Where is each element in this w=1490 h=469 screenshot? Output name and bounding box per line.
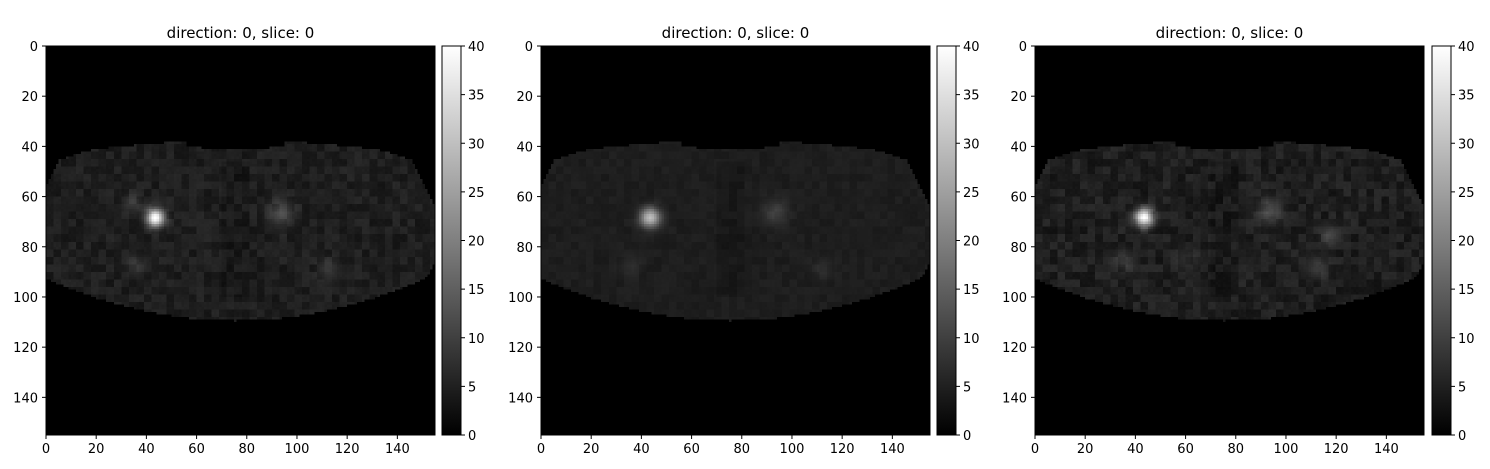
colorbar-tick-label: 35: [468, 89, 485, 104]
colorbar-tick-label: 5: [468, 380, 476, 395]
y-tick-label: 80: [21, 241, 38, 256]
x-tick-label: 20: [1077, 442, 1094, 457]
y-tick-label: 20: [516, 90, 533, 105]
colorbar-tick-label: 40: [468, 40, 485, 55]
y-tick-label: 140: [13, 391, 38, 406]
y-tick-label: 60: [516, 191, 533, 206]
image-heatmap: [541, 46, 930, 435]
colorbar-tick-label: 10: [468, 332, 485, 347]
x-tick-label: 80: [1228, 442, 1245, 457]
colorbar-tick-label: 40: [1458, 40, 1475, 55]
y-tick-label: 60: [1010, 191, 1027, 206]
y-tick-label: 100: [13, 291, 38, 306]
colorbar: [1431, 45, 1452, 436]
y-tick-label: 60: [21, 191, 38, 206]
x-tick-label: 140: [385, 442, 410, 457]
x-tick-label: 80: [239, 442, 256, 457]
x-tick-label: 0: [1031, 442, 1039, 457]
x-tick-label: 40: [633, 442, 650, 457]
y-tick-label: 0: [30, 40, 38, 55]
x-tick-label: 40: [1127, 442, 1144, 457]
x-tick-label: 140: [1374, 442, 1399, 457]
x-tick-label: 60: [188, 442, 205, 457]
colorbar-tick-label: 30: [1458, 137, 1475, 152]
y-tick-label: 80: [516, 241, 533, 256]
y-tick-label: 120: [1002, 341, 1027, 356]
x-tick-label: 120: [830, 442, 855, 457]
x-tick-label: 140: [880, 442, 905, 457]
colorbar-tick-label: 10: [1458, 332, 1475, 347]
colorbar-tick-label: 30: [468, 137, 485, 152]
colorbar-tick-label: 20: [963, 235, 980, 250]
colorbar-tick-label: 0: [468, 429, 476, 444]
image-axes-frame: [45, 45, 436, 436]
y-tick-label: 40: [516, 140, 533, 155]
colorbar-tick-label: 10: [963, 332, 980, 347]
colorbar-tick-label: 5: [1458, 380, 1466, 395]
colorbar-tick-label: 30: [963, 137, 980, 152]
image-axes-frame: [540, 45, 931, 436]
colorbar: [936, 45, 957, 436]
y-tick-label: 20: [21, 90, 38, 105]
image-heatmap: [1035, 46, 1424, 435]
x-tick-label: 100: [780, 442, 805, 457]
y-tick-label: 0: [525, 40, 533, 55]
y-tick-label: 120: [13, 341, 38, 356]
colorbar-tick-label: 40: [963, 40, 980, 55]
panel-1: direction: 0, slice: 00 20 40 60 80 100 120 140…: [13, 24, 484, 457]
colorbar-tick-label: 25: [963, 186, 980, 201]
colorbar-tick-label: 35: [963, 89, 980, 104]
y-tick-label: 80: [1010, 241, 1027, 256]
panel-title: direction: 0, slice: 0: [167, 24, 315, 42]
x-tick-label: 120: [1324, 442, 1349, 457]
y-tick-label: 20: [1010, 90, 1027, 105]
colorbar-tick-label: 25: [468, 186, 485, 201]
image-axes-frame: [1034, 45, 1425, 436]
panel-3: direction: 0, slice: 00 20 40 60 80 100 120 140…: [1002, 24, 1474, 457]
x-tick-label: 20: [583, 442, 600, 457]
x-tick-label: 40: [138, 442, 155, 457]
colorbar-tick-label: 5: [963, 380, 971, 395]
colorbar-tick-label: 25: [1458, 186, 1475, 201]
colorbar-tick-label: 15: [1458, 283, 1475, 298]
x-tick-label: 60: [683, 442, 700, 457]
y-tick-label: 100: [508, 291, 533, 306]
y-tick-label: 140: [1002, 391, 1027, 406]
x-tick-label: 60: [1177, 442, 1194, 457]
y-tick-label: 0: [1019, 40, 1027, 55]
y-tick-label: 40: [1010, 140, 1027, 155]
x-tick-label: 120: [335, 442, 360, 457]
panel-title: direction: 0, slice: 0: [1156, 24, 1304, 42]
panel-title: direction: 0, slice: 0: [662, 24, 810, 42]
panel-2: direction: 0, slice: 00 20 40 60 80 100 120 140…: [508, 24, 979, 457]
colorbar: [441, 45, 462, 436]
x-tick-label: 0: [537, 442, 545, 457]
x-tick-label: 80: [734, 442, 751, 457]
colorbar-tick-label: 15: [963, 283, 980, 298]
x-tick-label: 0: [42, 442, 50, 457]
colorbar-tick-label: 20: [1458, 235, 1475, 250]
y-tick-label: 100: [1002, 291, 1027, 306]
y-tick-label: 40: [21, 140, 38, 155]
x-tick-label: 20: [88, 442, 105, 457]
colorbar-tick-label: 20: [468, 235, 485, 250]
colorbar-tick-label: 0: [1458, 429, 1466, 444]
x-tick-label: 100: [1274, 442, 1299, 457]
colorbar-tick-label: 15: [468, 283, 485, 298]
colorbar-tick-label: 35: [1458, 89, 1475, 104]
y-tick-label: 120: [508, 341, 533, 356]
y-tick-label: 140: [508, 391, 533, 406]
image-heatmap: [46, 46, 435, 435]
colorbar-tick-label: 0: [963, 429, 971, 444]
x-tick-label: 100: [285, 442, 310, 457]
